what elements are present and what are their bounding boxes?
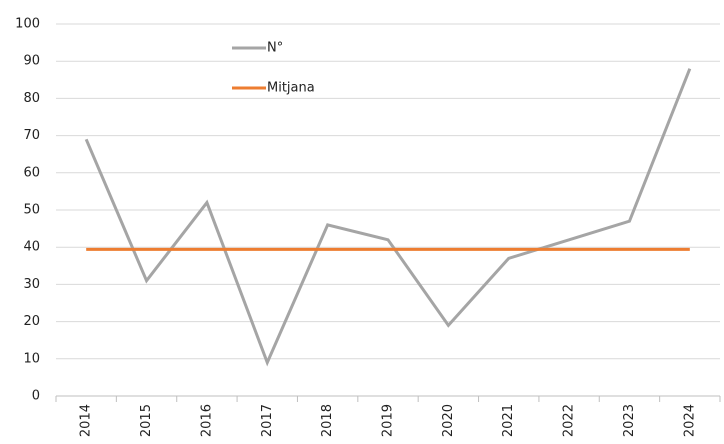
x-tick-label: 2016	[199, 404, 214, 437]
legend-label: N°	[267, 41, 283, 56]
legend-label: Mitjana	[267, 81, 315, 96]
x-tick-label: 2014	[79, 404, 94, 437]
x-tick-label: 2019	[381, 404, 396, 437]
y-tick-label: 100	[15, 17, 40, 32]
y-tick-label: 60	[23, 165, 40, 180]
x-tick-label: 2022	[562, 404, 577, 437]
series-line	[84, 68, 692, 367]
y-tick-label: 0	[32, 389, 40, 404]
x-tick-label: 2018	[320, 404, 335, 437]
x-tick-label: 2023	[622, 404, 637, 437]
y-tick-label: 80	[23, 91, 40, 106]
x-tick-label: 2020	[441, 404, 456, 437]
x-tick-label: 2021	[501, 404, 516, 437]
y-tick-label: 10	[23, 351, 40, 366]
y-tick-label: 20	[23, 314, 40, 329]
y-tick-label: 50	[23, 203, 40, 218]
y-tick-label: 30	[23, 277, 40, 292]
x-tick-label: 2024	[682, 404, 697, 437]
x-tick-label: 2015	[139, 404, 154, 437]
y-tick-label: 40	[23, 240, 40, 255]
x-tick-label: 2017	[260, 404, 275, 437]
y-tick-label: 90	[23, 54, 40, 69]
y-tick-label: 70	[23, 128, 40, 143]
